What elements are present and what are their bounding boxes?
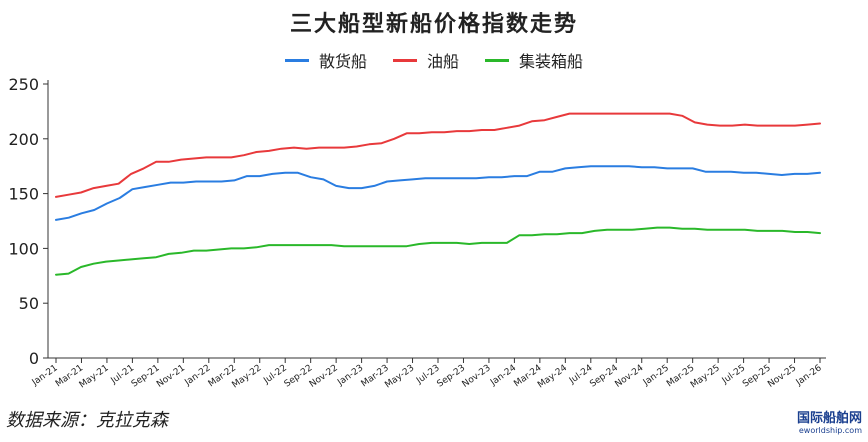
x-tick-label: Nov-24: [613, 363, 645, 390]
x-tick-label: Nov-23: [461, 363, 493, 390]
watermark-logo: 国际船舶网 eworldship.com: [797, 412, 862, 435]
logo-sub-text: eworldship.com: [798, 426, 862, 435]
source-note: 数据来源：克拉克森: [6, 410, 168, 431]
logo-main-text: 国际船舶网: [796, 411, 862, 426]
y-tick-label: 250: [8, 75, 39, 94]
legend-item-tanker: 油船: [392, 48, 459, 72]
legend-label-container: 集装箱船: [519, 52, 584, 71]
x-tick-label: May-24: [536, 363, 569, 390]
series-line-2: [55, 226, 821, 276]
y-tick-label: 150: [8, 185, 39, 204]
x-tick-label: Nov-25: [766, 363, 798, 390]
y-tick-label: 100: [8, 239, 39, 258]
legend-swatch-bulk: [284, 58, 309, 62]
x-tick-label: Jan-26: [794, 363, 824, 388]
x-tick-label: May-23: [383, 363, 416, 390]
legend-label-bulk: 散货船: [318, 52, 367, 71]
x-tick-label: Jan-22: [183, 363, 213, 388]
legend-label-tanker: 油船: [426, 52, 459, 71]
legend-item-container: 集装箱船: [485, 48, 583, 72]
legend-swatch-tanker: [392, 58, 417, 62]
x-tick-label: Nov-22: [308, 363, 340, 390]
x-tick-label: May-25: [689, 363, 722, 390]
series-line-0: [55, 165, 821, 221]
legend-swatch-container: [485, 58, 509, 62]
series-line-1: [55, 112, 821, 198]
x-tick-label: Jan-23: [335, 363, 365, 388]
legend-item-bulk: 散货船: [284, 48, 367, 72]
x-tick-label: May-22: [231, 363, 264, 390]
y-tick-label: 50: [19, 294, 39, 313]
chart-title: 三大船型新船价格指数走势: [289, 11, 578, 37]
x-tick-label: Nov-21: [155, 363, 187, 390]
y-tick-label: 200: [8, 130, 39, 149]
legend: 散货船 油船 集装箱船: [0, 48, 868, 72]
x-tick-label: Jan-25: [641, 363, 671, 388]
x-tick-label: May-21: [78, 363, 111, 390]
y-tick-label: 0: [29, 349, 39, 368]
